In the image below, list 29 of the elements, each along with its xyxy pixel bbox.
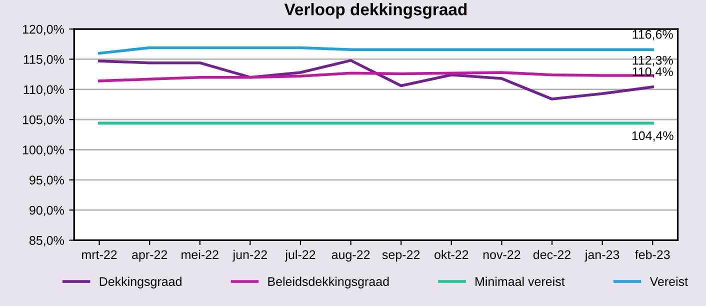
x-tick-label: okt-22	[434, 250, 468, 260]
x-tick-label: mei-22	[182, 250, 218, 260]
x-tick-label: apr-22	[132, 250, 168, 262]
y-tick-label: 120,0%	[22, 24, 64, 36]
x-tick-label: jul-22	[284, 250, 316, 262]
legend-label: Minimaal vereist	[476, 276, 565, 286]
x-tick-label: jan-23	[584, 250, 620, 262]
chart-title: Verloop dekkingsgraad	[284, 3, 467, 19]
legend-label: Vereist	[650, 276, 688, 286]
legend-label: Dekkingsgraad	[100, 276, 182, 288]
y-tick-label: 85,0%	[30, 236, 64, 246]
x-tick-label: feb-23	[635, 250, 670, 260]
x-tick-label: nov-22	[483, 250, 520, 260]
data-label: 116,6%	[632, 30, 673, 40]
x-tick-label: dec-22	[533, 250, 570, 260]
x-tick-label: aug-22	[332, 250, 370, 262]
y-tick-label: 115,0%	[24, 55, 64, 66]
x-tick-label: mrt-22	[82, 250, 117, 260]
x-tick-label: sep-22	[382, 250, 420, 262]
y-tick-label: 95,0%	[30, 176, 64, 186]
data-label: 110,4%	[632, 67, 673, 78]
y-tick-label: 105,0%	[22, 115, 64, 126]
data-label: 104,4%	[632, 131, 674, 142]
data-label: 112,3%	[632, 56, 673, 66]
x-tick-label: jun-22	[232, 250, 267, 262]
y-tick-label: 100,0%	[22, 146, 64, 156]
y-tick-label: 110,0%	[24, 85, 64, 96]
legend-label: Beleidsdekkingsgraad	[268, 276, 389, 288]
y-tick-label: 90,0%	[30, 206, 64, 216]
